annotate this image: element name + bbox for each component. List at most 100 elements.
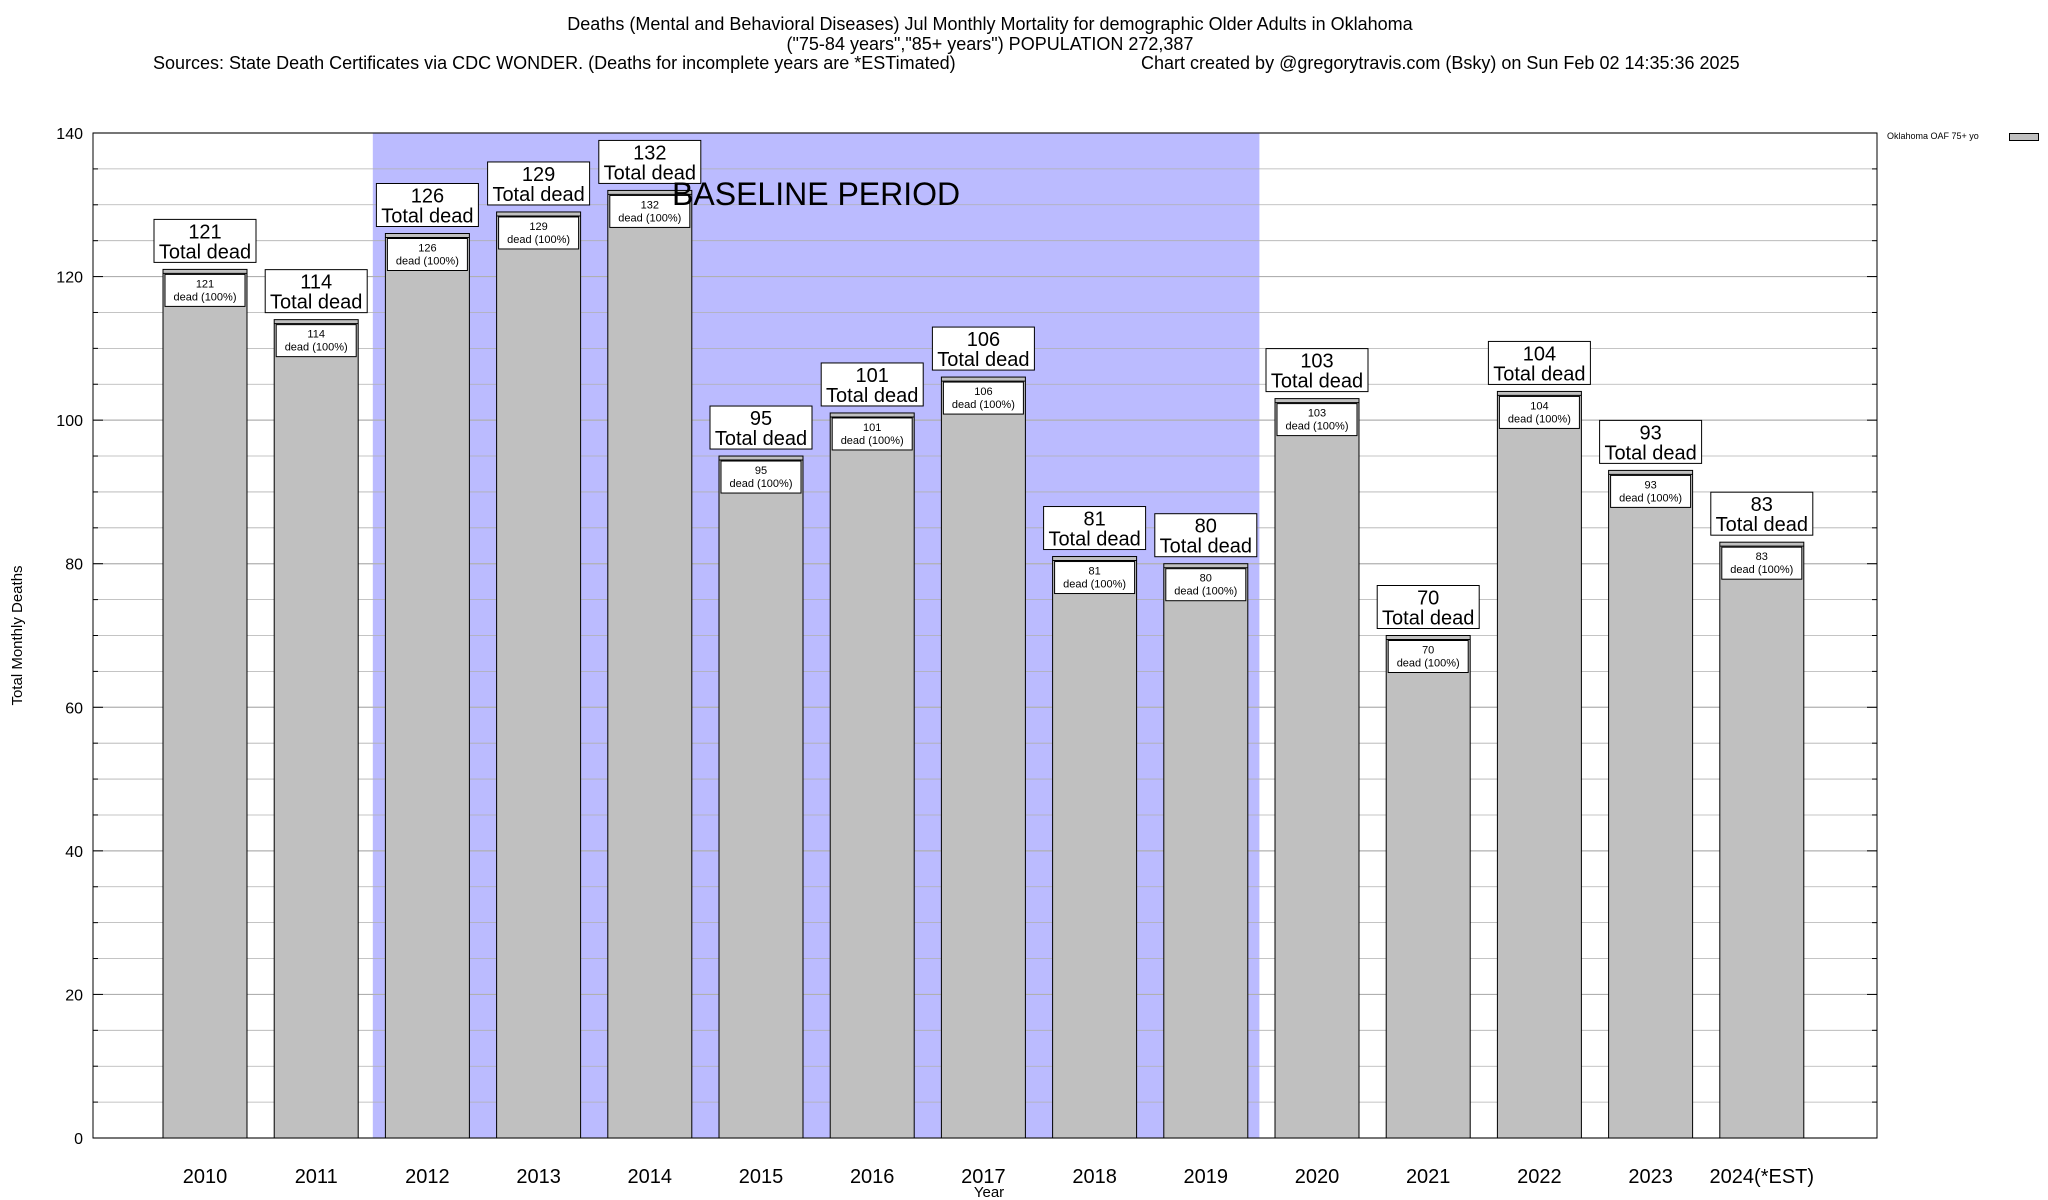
inner-label-value: 106: [974, 386, 992, 398]
bar: [384, 233, 470, 1139]
outer-label-text: Total dead: [604, 162, 696, 184]
outer-label-box: [153, 218, 257, 263]
bar: [1719, 541, 1805, 1139]
outer-label-value: 104: [1523, 343, 1556, 365]
x-tick-label: 2014: [628, 1166, 673, 1188]
bar: [496, 211, 582, 1139]
outer-label-box: [931, 326, 1035, 371]
inner-label-box: [386, 238, 468, 271]
inner-label-box: [1498, 395, 1580, 429]
bar: [162, 268, 248, 1139]
outer-label-value: 83: [1751, 494, 1773, 516]
outer-label-text: Total dead: [381, 206, 473, 228]
inner-label-text: dead (100%): [1730, 564, 1793, 576]
y-tick-label: 140: [56, 126, 83, 143]
x-tick-label: 2019: [1184, 1166, 1229, 1188]
x-tick-label: 2013: [516, 1166, 561, 1188]
inner-label-text: dead (100%): [507, 234, 570, 246]
outer-label-text: Total dead: [1048, 529, 1140, 551]
inner-label-text: dead (100%): [1174, 586, 1237, 598]
outer-label-value: 129: [522, 164, 555, 186]
outer-label-value: 103: [1300, 351, 1333, 373]
x-tick-label: 2012: [405, 1166, 450, 1188]
bar: [1496, 390, 1582, 1139]
inner-label-box: [1165, 568, 1247, 602]
outer-label-value: 93: [1639, 422, 1661, 444]
inner-label-value: 104: [1530, 400, 1548, 412]
x-tick-label: 2015: [739, 1166, 784, 1188]
inner-label-text: dead (100%): [174, 291, 237, 303]
inner-label-value: 126: [418, 243, 436, 255]
inner-label-value: 121: [196, 278, 214, 290]
plot-frame: [92, 132, 1878, 1139]
outer-label-text: Total dead: [1716, 514, 1808, 536]
outer-label-box: [598, 139, 702, 184]
y-tick-label: 60: [65, 700, 83, 717]
bar: [940, 376, 1026, 1139]
outer-label-text: Total dead: [715, 428, 807, 450]
y-tick-label: 20: [65, 987, 83, 1004]
outer-label-text: Total dead: [1271, 371, 1363, 393]
bar: [1163, 563, 1249, 1139]
inner-label-text: dead (100%): [1286, 421, 1349, 433]
y-axis-label: Total Monthly Deaths: [9, 565, 26, 705]
chart-title-line2: ("75-84 years","85+ years") POPULATION 2…: [786, 34, 1194, 54]
y-tick-label: 0: [74, 1131, 83, 1148]
inner-label-text: dead (100%): [1397, 658, 1460, 670]
inner-label-text: dead (100%): [841, 435, 904, 447]
inner-label-text: dead (100%): [285, 342, 348, 354]
outer-label-box: [264, 269, 368, 314]
outer-label-box: [1154, 513, 1258, 558]
outer-label-text: Total dead: [1493, 363, 1585, 385]
inner-label-text: dead (100%): [952, 399, 1015, 411]
x-tick-label: 2017: [961, 1166, 1006, 1188]
inner-label-value: 70: [1422, 645, 1434, 657]
inner-label-box: [942, 381, 1024, 415]
bar: [607, 189, 693, 1139]
outer-label-box: [1043, 506, 1147, 551]
inner-label-box: [1610, 474, 1692, 508]
bar: [1385, 635, 1471, 1139]
chart-sources: Sources: State Death Certificates via CD…: [153, 53, 956, 73]
outer-label-box: [487, 161, 591, 206]
inner-label-text: dead (100%): [1063, 579, 1126, 591]
x-tick-label: 2020: [1295, 1166, 1340, 1188]
inner-label-box: [1276, 403, 1358, 437]
outer-label-text: Total dead: [937, 349, 1029, 371]
y-tick-label: 80: [65, 557, 83, 574]
outer-label-value: 101: [856, 365, 889, 387]
outer-label-box: [375, 183, 479, 227]
x-tick-label: 2018: [1072, 1166, 1117, 1188]
outer-label-box: [1265, 348, 1369, 393]
outer-label-box: [1376, 585, 1480, 629]
y-tick-label: 120: [56, 270, 83, 287]
outer-label-value: 114: [300, 272, 332, 294]
inner-label-value: 132: [641, 199, 659, 211]
bar: [273, 319, 359, 1139]
outer-label-value: 70: [1417, 588, 1439, 610]
inner-label-value: 81: [1088, 566, 1100, 578]
x-tick-label: 2011: [295, 1166, 338, 1188]
x-tick-label: 2010: [183, 1166, 228, 1188]
outer-label-box: [1710, 491, 1814, 536]
outer-label-text: Total dead: [1604, 442, 1696, 464]
inner-label-value: 95: [755, 465, 767, 477]
inner-label-value: 80: [1200, 573, 1212, 585]
bar: [718, 455, 804, 1139]
inner-label-box: [720, 460, 802, 494]
chart-credit: Chart created by @gregorytravis.com (Bsk…: [1141, 53, 1740, 73]
y-tick-label: 100: [56, 413, 83, 430]
outer-label-text: Total dead: [1382, 608, 1474, 630]
chart-title-line1: Deaths (Mental and Behavioral Diseases) …: [567, 14, 1413, 34]
inner-label-box: [609, 194, 691, 228]
inner-label-text: dead (100%): [396, 256, 459, 268]
x-axis-label: Year: [974, 1184, 1004, 1200]
bar: [1274, 398, 1360, 1139]
outer-label-value: 81: [1083, 509, 1105, 531]
bar: [1052, 556, 1138, 1139]
x-tick-label: 2021: [1406, 1166, 1451, 1188]
x-tick-label: 2023: [1628, 1166, 1673, 1188]
outer-label-box: [1487, 340, 1591, 385]
outer-label-value: 132: [633, 142, 666, 164]
